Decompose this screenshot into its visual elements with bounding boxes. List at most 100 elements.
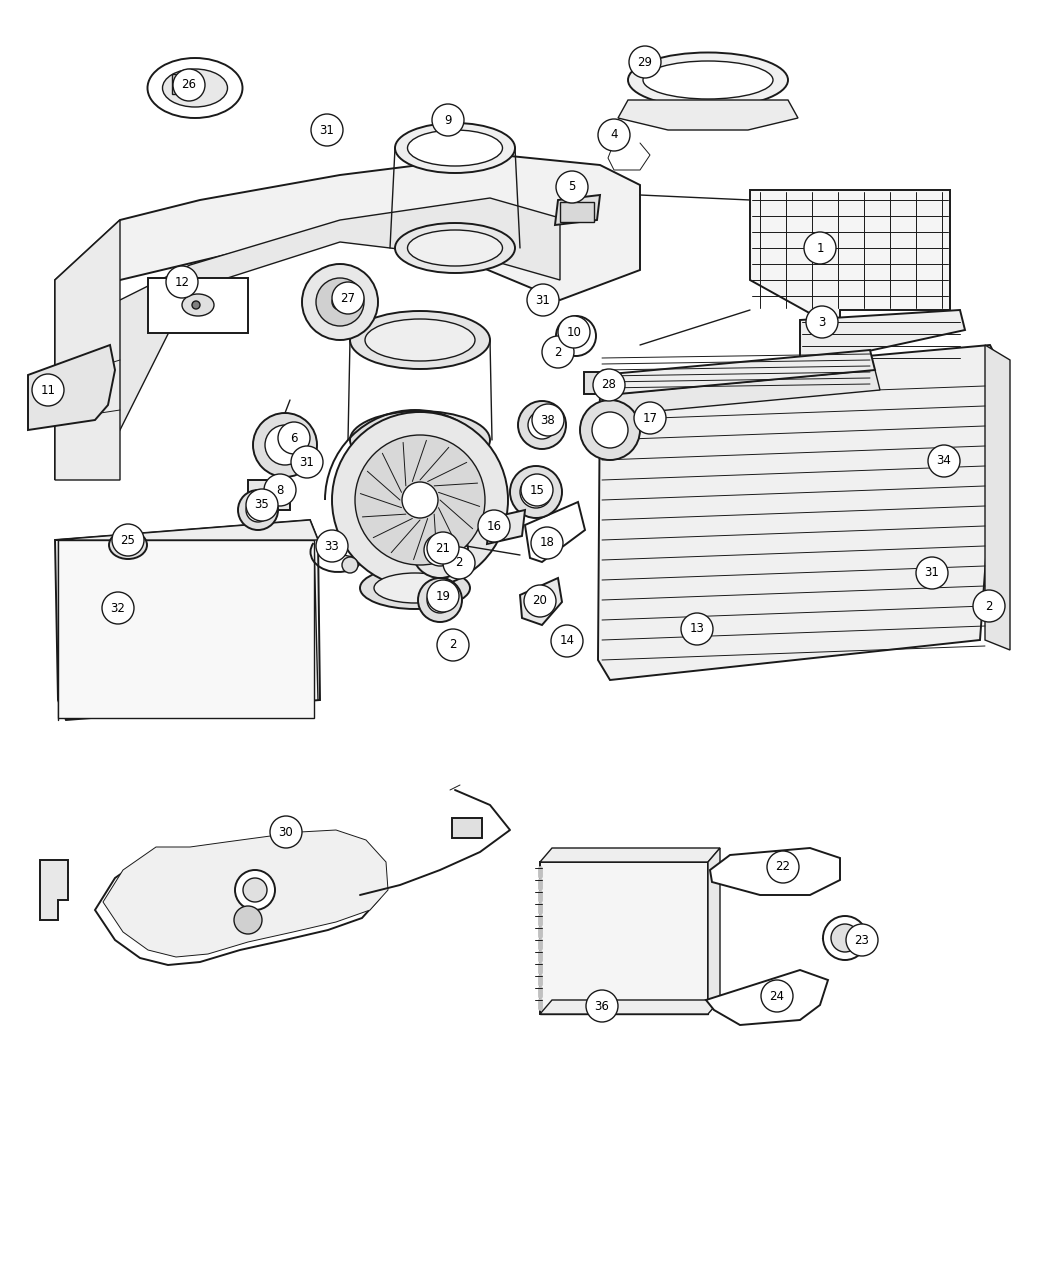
Circle shape xyxy=(629,46,662,78)
Circle shape xyxy=(556,171,588,203)
Text: 25: 25 xyxy=(121,533,135,547)
Polygon shape xyxy=(540,848,720,862)
Polygon shape xyxy=(487,510,525,544)
Circle shape xyxy=(112,524,144,556)
Polygon shape xyxy=(525,502,585,562)
Ellipse shape xyxy=(365,319,475,361)
Text: 1: 1 xyxy=(816,241,824,255)
Text: 28: 28 xyxy=(602,379,616,391)
Text: 10: 10 xyxy=(567,325,582,338)
Text: 9: 9 xyxy=(444,113,452,126)
Text: 34: 34 xyxy=(937,454,951,468)
Circle shape xyxy=(973,590,1005,622)
Text: 31: 31 xyxy=(319,124,335,136)
Circle shape xyxy=(518,402,566,449)
Circle shape xyxy=(427,580,459,612)
Text: 5: 5 xyxy=(568,181,575,194)
Circle shape xyxy=(681,613,713,645)
Circle shape xyxy=(265,425,304,465)
Ellipse shape xyxy=(182,295,214,316)
Text: 2: 2 xyxy=(554,346,562,358)
FancyBboxPatch shape xyxy=(452,819,482,838)
Polygon shape xyxy=(750,190,950,330)
Circle shape xyxy=(402,482,438,518)
Circle shape xyxy=(439,631,467,659)
Circle shape xyxy=(510,465,562,518)
FancyBboxPatch shape xyxy=(560,201,594,222)
Ellipse shape xyxy=(395,223,514,273)
Circle shape xyxy=(253,413,317,477)
Circle shape xyxy=(270,816,302,848)
Circle shape xyxy=(592,412,628,448)
Circle shape xyxy=(524,585,557,617)
Circle shape xyxy=(238,490,278,530)
Circle shape xyxy=(804,232,836,264)
Circle shape xyxy=(355,435,485,565)
Circle shape xyxy=(634,402,666,434)
Polygon shape xyxy=(710,848,840,895)
Text: 24: 24 xyxy=(770,989,784,1002)
Text: 33: 33 xyxy=(324,539,339,552)
Circle shape xyxy=(593,368,625,402)
Text: 8: 8 xyxy=(276,483,284,496)
Polygon shape xyxy=(103,830,388,958)
Circle shape xyxy=(439,550,467,578)
Text: 2: 2 xyxy=(456,556,463,570)
Text: 15: 15 xyxy=(529,483,545,496)
Polygon shape xyxy=(618,99,798,130)
Polygon shape xyxy=(55,520,318,541)
Ellipse shape xyxy=(350,411,490,469)
Text: 35: 35 xyxy=(254,499,270,511)
Polygon shape xyxy=(540,1000,720,1014)
Circle shape xyxy=(580,400,640,460)
Polygon shape xyxy=(100,198,560,470)
Circle shape xyxy=(478,510,510,542)
Text: 26: 26 xyxy=(182,79,196,92)
Circle shape xyxy=(823,915,867,960)
Text: 23: 23 xyxy=(855,933,869,946)
Circle shape xyxy=(424,534,456,566)
Circle shape xyxy=(831,924,859,952)
Circle shape xyxy=(332,295,348,310)
Circle shape xyxy=(234,907,262,935)
Text: 6: 6 xyxy=(290,431,298,445)
Polygon shape xyxy=(600,351,875,395)
Circle shape xyxy=(246,499,270,521)
Circle shape xyxy=(264,474,296,506)
Circle shape xyxy=(443,547,475,579)
Ellipse shape xyxy=(109,530,147,558)
Circle shape xyxy=(531,527,563,558)
Polygon shape xyxy=(55,156,640,479)
Ellipse shape xyxy=(395,122,514,173)
Ellipse shape xyxy=(374,572,456,603)
Polygon shape xyxy=(598,346,1000,680)
Ellipse shape xyxy=(350,311,490,368)
Text: 31: 31 xyxy=(925,566,940,580)
Ellipse shape xyxy=(364,418,476,462)
Text: 31: 31 xyxy=(536,293,550,306)
Circle shape xyxy=(243,878,267,901)
Polygon shape xyxy=(28,346,116,430)
Text: 12: 12 xyxy=(174,275,189,288)
Circle shape xyxy=(806,306,838,338)
Text: 17: 17 xyxy=(643,412,657,425)
Circle shape xyxy=(332,412,508,588)
Text: 38: 38 xyxy=(541,413,555,427)
FancyBboxPatch shape xyxy=(58,541,314,718)
Text: 2: 2 xyxy=(449,639,457,652)
FancyBboxPatch shape xyxy=(172,74,197,94)
FancyBboxPatch shape xyxy=(148,278,248,333)
Text: 30: 30 xyxy=(278,825,293,839)
Circle shape xyxy=(316,278,364,326)
Text: 4: 4 xyxy=(610,129,617,142)
Circle shape xyxy=(928,445,960,477)
Circle shape xyxy=(418,578,462,622)
Circle shape xyxy=(412,521,468,578)
Text: 19: 19 xyxy=(436,589,450,603)
Circle shape xyxy=(302,264,378,340)
Text: 20: 20 xyxy=(532,594,547,607)
Ellipse shape xyxy=(116,536,140,555)
Circle shape xyxy=(558,316,590,348)
Text: 27: 27 xyxy=(340,292,356,305)
Circle shape xyxy=(527,284,559,316)
